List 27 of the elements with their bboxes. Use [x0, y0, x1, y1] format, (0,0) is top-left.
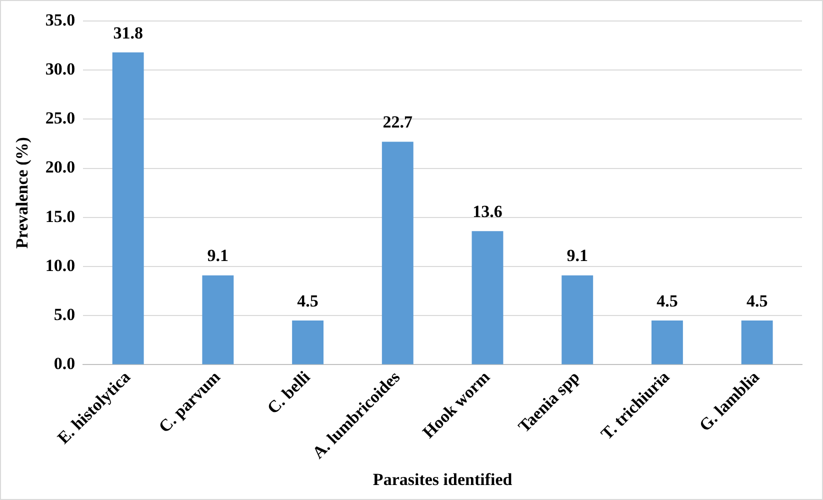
y-tick-label: 25.0	[45, 108, 76, 128]
data-label: 4.5	[656, 291, 678, 310]
y-tick-label: 10.0	[45, 256, 76, 275]
bar	[562, 275, 594, 364]
x-axis-title: Parasites identified	[372, 470, 513, 490]
y-tick-label: 5.0	[54, 304, 76, 324]
x-tick-label: C. belli	[264, 367, 314, 418]
y-tick-label: 30.0	[45, 59, 76, 78]
y-tick-label: 0.0	[54, 354, 76, 374]
y-tick-label: 35.0	[45, 10, 76, 30]
bar	[202, 275, 234, 364]
data-label: 22.7	[382, 112, 414, 132]
bar	[112, 52, 144, 364]
data-label: 9.1	[207, 246, 229, 266]
bar	[292, 320, 324, 364]
data-label: 13.6	[472, 202, 502, 222]
bar	[382, 142, 414, 364]
data-label: 4.5	[297, 291, 318, 310]
y-tick-label: 15.0	[45, 206, 76, 226]
data-label: 31.8	[113, 23, 143, 42]
bar	[472, 231, 504, 364]
bar	[651, 320, 683, 364]
bar	[741, 320, 773, 364]
data-label: 4.5	[746, 291, 768, 310]
y-axis-title: Prevalence (%)	[12, 137, 32, 249]
y-tick-label: 20.0	[45, 158, 76, 177]
data-label: 9.1	[566, 246, 588, 266]
